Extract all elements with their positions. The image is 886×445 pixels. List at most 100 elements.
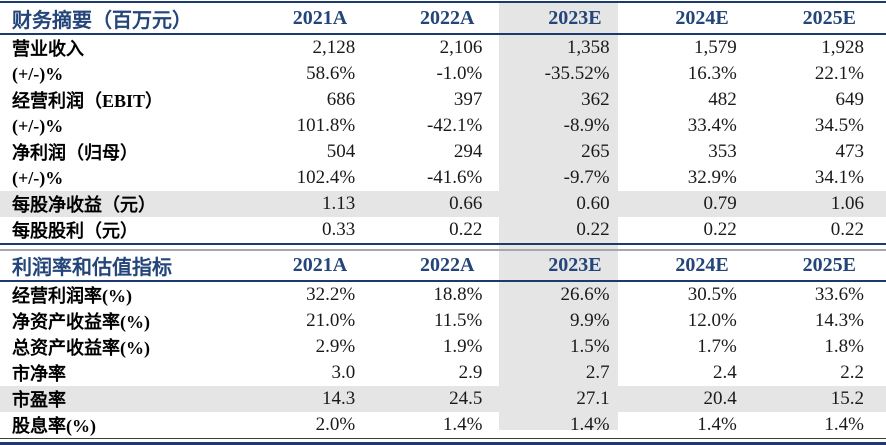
- cell-value: 1,579: [694, 37, 737, 58]
- table-row: (+/-)% 102.4% -41.6% -9.7% 32.9% 34.1%: [0, 165, 886, 191]
- cell-value: 101.8%: [296, 115, 356, 136]
- cell-value: 1.8%: [824, 336, 864, 357]
- cell-value: 0.22: [377, 217, 505, 245]
- cell-value: 1.5%: [570, 336, 610, 357]
- cell-value: 15.2: [758, 386, 886, 412]
- cell-value: 2.9%: [315, 336, 356, 357]
- cell-value: 9.9%: [570, 310, 610, 331]
- cell-value: 30.5%: [687, 284, 737, 305]
- cell-value: 18.8%: [433, 284, 483, 305]
- row-label: 净利润（归母）: [12, 143, 138, 163]
- column-header-2022A: 2022A: [377, 2, 505, 35]
- column-header-2023E: 2023E: [504, 250, 632, 282]
- column-header-2022A: 2022A: [377, 250, 505, 282]
- row-label: 每股股利（元）: [0, 217, 251, 245]
- table-row: 总资产收益率(%) 2.9% 1.9% 1.5% 1.7% 1.8%: [0, 334, 886, 360]
- cell-value: 0.79: [631, 191, 759, 217]
- table-row: 股息率(%) 2.0% 1.4% 1.4% 1.4% 1.4%: [0, 412, 886, 439]
- header-row: 利润率和估值指标 2021A 2022A 2023E 2024E 2025E: [0, 250, 886, 282]
- cell-value: 11.5%: [434, 310, 483, 331]
- cell-value: 1.4%: [377, 412, 505, 439]
- table-row: 每股股利（元） 0.33 0.22 0.22 0.22 0.22: [0, 217, 886, 245]
- cell-value: 34.5%: [814, 115, 864, 136]
- cell-value: 1,928: [821, 37, 864, 58]
- cell-value: -8.9%: [563, 115, 610, 136]
- cell-value: 20.4: [631, 386, 759, 412]
- row-label: (+/-)%: [12, 63, 64, 84]
- cell-value: 14.3: [250, 386, 378, 412]
- cell-value: 58.6%: [306, 63, 356, 84]
- cell-value: 362: [581, 89, 610, 110]
- cell-value: 397: [453, 89, 483, 110]
- row-label: 净资产收益率(%): [12, 312, 150, 332]
- column-header-2021A: 2021A: [250, 2, 378, 35]
- row-label: 市盈率: [0, 386, 251, 412]
- cell-value: 12.0%: [687, 310, 737, 331]
- cell-value: 1.9%: [442, 336, 483, 357]
- cell-value: -1.0%: [436, 63, 483, 84]
- cell-value: 473: [835, 141, 865, 162]
- column-header-2021A: 2021A: [250, 250, 378, 282]
- cell-value: 3.0: [331, 362, 356, 383]
- row-label: (+/-)%: [12, 115, 64, 136]
- row-label: 总资产收益率(%): [12, 338, 150, 358]
- table-row: 净利润（归母） 504 294 265 353 473: [0, 139, 886, 165]
- cell-value: 294: [453, 141, 483, 162]
- cell-value: 2.2: [840, 362, 864, 383]
- table-row: (+/-)% 101.8% -42.1% -8.9% 33.4% 34.5%: [0, 113, 886, 139]
- column-header-2025E: 2025E: [758, 2, 886, 35]
- row-label: 经营利润（EBIT）: [12, 91, 164, 111]
- column-header-2024E: 2024E: [631, 2, 759, 35]
- cell-value: 1.4%: [504, 412, 632, 439]
- row-label: 每股净收益（元）: [0, 191, 251, 217]
- row-label: 股息率(%): [0, 412, 251, 439]
- cell-value: 33.4%: [687, 115, 737, 136]
- cell-value: 16.3%: [687, 63, 737, 84]
- table-row: 市净率 3.0 2.9 2.7 2.4 2.2: [0, 360, 886, 386]
- cell-value: 0.33: [250, 217, 378, 245]
- table-row: 营业收入 2,128 2,106 1,358 1,579 1,928: [0, 34, 886, 61]
- cell-value: -35.52%: [544, 63, 610, 84]
- cell-value: 1.4%: [631, 412, 759, 439]
- row-label: 市净率: [12, 364, 66, 384]
- cell-value: 504: [326, 141, 356, 162]
- header-row: 财务摘要（百万元） 2021A 2022A 2023E 2024E 2025E: [0, 2, 886, 35]
- cell-value: 1.06: [758, 191, 886, 217]
- cell-value: -42.1%: [426, 115, 483, 136]
- cell-value: -9.7%: [563, 167, 610, 188]
- row-label: (+/-)%: [12, 167, 64, 188]
- cell-value: 1,358: [566, 37, 610, 58]
- valuation-metrics-table: 利润率和估值指标 2021A 2022A 2023E 2024E 2025E 经营利润率(%…: [0, 249, 886, 439]
- cell-value: 24.5: [377, 386, 505, 412]
- cell-value: -41.6%: [426, 167, 483, 188]
- cell-value: 102.4%: [296, 167, 356, 188]
- row-label: 营业收入: [12, 39, 84, 59]
- column-header-2023E: 2023E: [504, 2, 632, 35]
- cell-value: 32.9%: [687, 167, 737, 188]
- cell-value: 0.22: [631, 217, 759, 245]
- cell-value: 32.2%: [306, 284, 356, 305]
- table-row: 经营利润（EBIT） 686 397 362 482 649: [0, 87, 886, 113]
- cell-value: 26.6%: [560, 284, 610, 305]
- cell-value: 0.66: [377, 191, 505, 217]
- cell-value: 1.4%: [758, 412, 886, 439]
- row-label: 经营利润率(%): [12, 286, 132, 306]
- cell-value: 0.22: [758, 217, 886, 245]
- cell-value: 27.1: [504, 386, 632, 412]
- cell-value: 2.9: [458, 362, 483, 383]
- table-title: 利润率和估值指标: [0, 250, 251, 282]
- cell-value: 33.6%: [814, 284, 864, 305]
- cell-value: 353: [708, 141, 737, 162]
- financial-summary-table: 财务摘要（百万元） 2021A 2022A 2023E 2024E 2025E 营业收入 2,…: [0, 1, 886, 245]
- cell-value: 2.4: [713, 362, 737, 383]
- cell-value: 22.1%: [814, 63, 864, 84]
- cell-value: 1.7%: [697, 336, 737, 357]
- cell-value: 2.7: [585, 362, 610, 383]
- cell-value: 0.60: [504, 191, 632, 217]
- table-row: 经营利润率(%) 32.2% 18.8% 26.6% 30.5% 33.6%: [0, 281, 886, 308]
- table-row: (+/-)% 58.6% -1.0% -35.52% 16.3% 22.1%: [0, 61, 886, 87]
- cell-value: 1.13: [250, 191, 378, 217]
- cell-value: 0.22: [504, 217, 632, 245]
- column-header-2025E: 2025E: [758, 250, 886, 282]
